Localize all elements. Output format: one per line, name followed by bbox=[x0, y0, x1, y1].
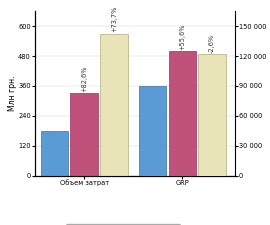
Legend: 2003 г., 2004 г., 2005 г.: 2003 г., 2004 г., 2005 г. bbox=[66, 224, 180, 225]
Bar bbox=[100, 34, 128, 176]
Y-axis label: Суммарный GRP: Суммарный GRP bbox=[269, 61, 270, 126]
Bar bbox=[41, 131, 68, 176]
Text: +73,7%: +73,7% bbox=[111, 6, 117, 32]
Text: -2,6%: -2,6% bbox=[209, 34, 215, 53]
Bar bbox=[70, 93, 98, 176]
Text: +55,6%: +55,6% bbox=[179, 23, 185, 50]
Bar bbox=[139, 86, 166, 176]
Y-axis label: Млн грн.: Млн грн. bbox=[8, 76, 17, 111]
Bar bbox=[169, 51, 196, 176]
Text: +82,6%: +82,6% bbox=[81, 65, 87, 92]
Bar bbox=[198, 54, 226, 176]
